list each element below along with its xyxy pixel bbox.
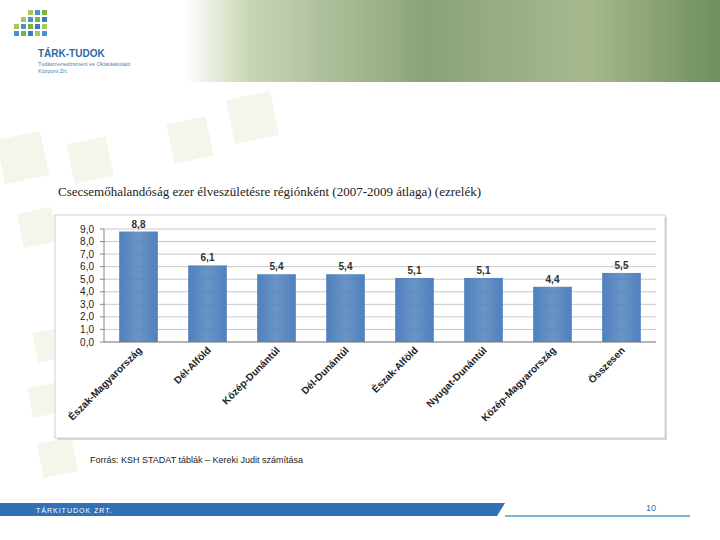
tick-mark [100, 279, 104, 280]
chart-title: Csecsemőhalandóság ezer élveszületésre r… [58, 184, 481, 199]
tick-mark [100, 266, 104, 267]
footer-line [505, 515, 690, 517]
logo-square [21, 24, 26, 29]
grid-line [104, 254, 656, 255]
tick-label: 1,0 [80, 324, 94, 335]
grid-line [104, 229, 656, 230]
logo-square [35, 31, 40, 36]
tick-mark [100, 329, 104, 330]
data-label: 5,1 [408, 265, 422, 276]
tick-label: 3,0 [80, 299, 94, 310]
logo-square [42, 10, 47, 15]
deco-square [66, 136, 113, 183]
grid-line [104, 316, 656, 317]
grid-line [104, 279, 656, 280]
tick-mark [100, 316, 104, 317]
deco-square [17, 207, 59, 249]
y-axis [104, 229, 105, 342]
page-number: 10 [646, 503, 656, 513]
logo-square [28, 10, 33, 15]
category-label: Dél-Alföld [172, 345, 213, 386]
category-label: Nyugat-Dunántúl [424, 344, 489, 409]
bar [395, 278, 434, 342]
logo-line: Tudásmenedzsment és Oktatáskutató [38, 61, 130, 67]
tick-mark [100, 254, 104, 255]
tick-label: 2,0 [80, 311, 94, 322]
logo-square [14, 31, 19, 36]
logo-square [35, 24, 40, 29]
tick-mark [100, 291, 104, 292]
slide: TÁRK-TUDOK Tudásmenedzsment és Oktatáskut… [0, 0, 720, 540]
logo-square [21, 31, 26, 36]
deco-square [226, 91, 279, 144]
logo-square [28, 31, 33, 36]
bar [464, 278, 503, 342]
tick-mark [100, 229, 104, 230]
grid-line [104, 304, 656, 305]
bars [119, 232, 641, 342]
grid-line [104, 241, 656, 242]
tick-label: 9,0 [80, 224, 94, 235]
tick-label: 7,0 [80, 249, 94, 260]
tick-mark [100, 342, 104, 343]
logo-square [21, 17, 26, 22]
deco-square [166, 116, 213, 163]
grid-line [104, 342, 656, 343]
category-label: Összesen [585, 344, 627, 386]
data-label: 5,4 [270, 261, 284, 272]
category-label: Észak-Alföld [369, 344, 420, 395]
category-label: Észak-Magyarország [65, 344, 143, 422]
tick-label: 0,0 [80, 337, 94, 348]
logo-square [42, 17, 47, 22]
grid-line [104, 291, 656, 292]
data-label: 5,5 [615, 260, 629, 271]
bar [326, 274, 365, 342]
logo-square [42, 31, 47, 36]
data-label: 4,4 [546, 274, 560, 285]
data-label: 5,1 [477, 265, 491, 276]
tick-mark [100, 304, 104, 305]
category-label: Közép-Magyarország [479, 345, 558, 424]
header-photo [185, 0, 720, 82]
bar [602, 273, 641, 342]
footer-text: TÁRKITUDOK ZRT. [36, 506, 113, 514]
logo-square [28, 17, 33, 22]
grid-line [104, 266, 656, 267]
logo-square [35, 10, 40, 15]
logo-square [28, 24, 33, 29]
logo-square [14, 24, 19, 29]
data-label: 5,4 [339, 261, 353, 272]
footer-band [0, 503, 505, 516]
category-label: Dél-Dunántúl [299, 344, 351, 396]
tick-mark [100, 241, 104, 242]
logo-name: TÁRK-TUDOK [38, 47, 105, 59]
data-label: 8,8 [132, 219, 146, 230]
category-label: Közép-Dunántúl [220, 344, 282, 406]
data-label: 6,1 [201, 252, 215, 263]
bar [533, 287, 572, 342]
grid-line [104, 329, 656, 330]
logo-line: Központ Zrt. [38, 68, 68, 74]
bar [188, 265, 227, 342]
x-axis [104, 342, 656, 343]
source: Forrás: KSH STADAT táblák – Kereki Judit… [90, 455, 303, 465]
logo-square [35, 17, 40, 22]
bar [257, 274, 296, 342]
tick-label: 4,0 [80, 286, 94, 297]
tick-label: 8,0 [80, 236, 94, 247]
tick-label: 6,0 [80, 261, 94, 272]
logo-square [42, 24, 47, 29]
bar [119, 232, 158, 342]
deco-square [0, 131, 49, 184]
chart-frame [55, 215, 665, 438]
deco-square [37, 437, 79, 479]
tick-label: 5,0 [80, 274, 94, 285]
